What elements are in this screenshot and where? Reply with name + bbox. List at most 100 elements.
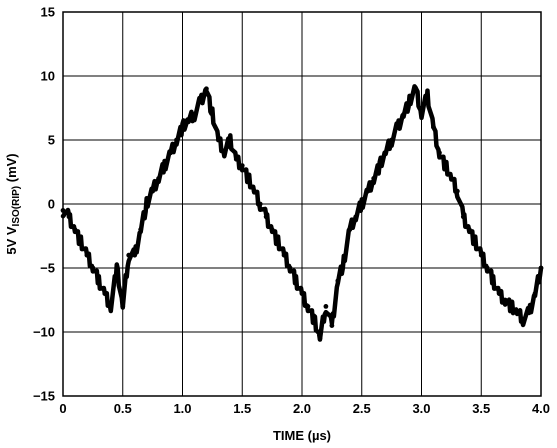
- x-tick-label: 1.0: [173, 401, 191, 416]
- x-tick-labels: 0 0.5 1.0 1.5 2.0 2.5 3.0 3.5 4.0: [59, 401, 550, 416]
- data-point: [395, 124, 400, 130]
- x-tick-label: 4.0: [532, 401, 550, 416]
- y-tick-label: −15: [33, 389, 55, 404]
- data-point: [389, 137, 395, 143]
- data-point: [425, 92, 430, 98]
- y-tick-labels: 15 10 5 0 −5 −10 −15: [33, 5, 55, 404]
- data-point: [532, 291, 538, 296]
- data-point: [419, 112, 424, 117]
- data-point: [287, 265, 293, 271]
- data-point: [383, 150, 389, 156]
- data-point: [239, 163, 245, 169]
- y-tick-label: 10: [41, 69, 55, 84]
- data-point: [215, 137, 221, 143]
- data-point: [102, 291, 108, 296]
- y-axis-title-unit: (mV): [4, 153, 19, 186]
- data-point: [180, 124, 185, 130]
- data-point: [305, 304, 311, 309]
- y-tick-label: −10: [33, 325, 55, 340]
- data-point: [204, 86, 209, 92]
- data-point: [281, 252, 287, 258]
- data-point: [221, 150, 227, 156]
- data-point: [526, 310, 532, 316]
- data-point: [66, 214, 72, 220]
- y-axis-title: 5V VISO(RIP) (mV): [4, 153, 22, 254]
- data-point: [347, 227, 353, 233]
- data-point: [443, 163, 448, 169]
- data-point: [96, 278, 102, 284]
- data-point: [174, 137, 179, 143]
- data-point: [484, 265, 490, 271]
- data-point: [245, 176, 251, 181]
- data-point: [454, 188, 460, 194]
- data-point: [323, 304, 329, 309]
- data-point: [413, 86, 418, 92]
- data-point: [478, 252, 484, 258]
- data-point: [377, 163, 383, 169]
- data-point: [508, 304, 514, 309]
- data-point: [227, 137, 233, 143]
- data-point: [502, 297, 508, 303]
- data-point: [329, 323, 335, 328]
- data-point: [90, 265, 96, 271]
- plot-frame: [62, 11, 542, 397]
- data-point: [251, 188, 257, 194]
- x-tick-label: 3.5: [472, 401, 490, 416]
- y-tick-label: 15: [41, 5, 55, 20]
- data-point: [162, 163, 167, 169]
- data-point: [78, 240, 84, 245]
- data-point: [114, 265, 120, 271]
- x-tick-label: 0.5: [114, 401, 132, 416]
- data-point: [335, 278, 341, 284]
- data-point: [514, 310, 520, 316]
- data-point: [126, 252, 132, 258]
- data-point: [138, 227, 144, 233]
- series-layer: [60, 84, 544, 342]
- data-point: [150, 188, 156, 194]
- y-axis-title-subscript: ISO(RIP): [11, 186, 22, 227]
- data-point: [299, 291, 305, 296]
- y-tick-label: 5: [48, 133, 55, 148]
- data-point: [472, 240, 478, 245]
- data-point: [466, 227, 472, 233]
- data-point: [359, 201, 365, 207]
- data-point: [448, 176, 454, 181]
- data-point: [72, 227, 78, 233]
- data-point: [437, 150, 442, 156]
- data-point: [257, 201, 263, 207]
- data-point: [144, 201, 150, 207]
- data-point: [520, 316, 526, 322]
- data-point: [407, 99, 412, 104]
- data-point: [132, 252, 138, 258]
- y-tick-label: 0: [48, 197, 55, 212]
- data-point: [275, 240, 281, 245]
- data-point: [209, 112, 215, 117]
- data-point: [401, 112, 406, 117]
- x-tick-label: 0: [59, 401, 66, 416]
- data-point: [317, 336, 323, 341]
- x-tick-label: 1.5: [233, 401, 251, 416]
- data-point: [108, 304, 114, 309]
- data-point: [341, 259, 347, 264]
- y-tick-label: −5: [40, 261, 55, 276]
- data-point: [293, 278, 299, 284]
- data-point: [371, 176, 377, 181]
- data-point: [431, 124, 436, 130]
- grid: [62, 11, 542, 397]
- y-axis-title-main: 5V V: [4, 226, 19, 255]
- x-tick-label: 2.0: [293, 401, 311, 416]
- data-point: [192, 112, 197, 117]
- data-point: [365, 188, 371, 194]
- data-point: [490, 278, 496, 284]
- data-point: [198, 99, 203, 104]
- x-axis-title: TIME (µs): [273, 428, 331, 443]
- data-point: [353, 214, 359, 220]
- data-point: [263, 214, 269, 220]
- data-point: [186, 118, 191, 124]
- data-point: [269, 227, 275, 233]
- data-point: [156, 176, 162, 181]
- data-point: [311, 316, 317, 322]
- data-point: [168, 150, 173, 156]
- data-point: [120, 304, 126, 309]
